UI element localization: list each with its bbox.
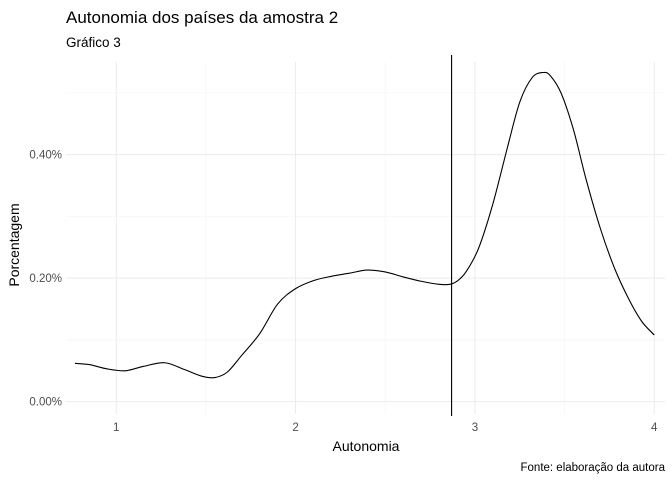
x-axis-title: Autonomia	[333, 438, 400, 454]
series-layer	[74, 71, 655, 379]
chart-caption: Fonte: elaboração da autora	[521, 462, 666, 474]
x-tick-label: 2	[292, 422, 298, 434]
x-tick-label: 3	[472, 422, 478, 434]
x-axis-ticks: 1 2 3 4	[113, 422, 658, 434]
grid-lines	[66, 62, 665, 414]
y-tick-label: 0.00%	[29, 397, 62, 409]
x-tick-label: 4	[651, 422, 658, 434]
y-tick-label: 0.40%	[29, 150, 62, 162]
x-tick-label: 1	[113, 422, 119, 434]
chart-title: Autonomia dos países da amostra 2	[66, 8, 338, 27]
chart-subtitle: Gráfico 3	[66, 35, 121, 50]
y-axis-title: Porcentagem	[6, 203, 22, 286]
y-tick-label: 0.20%	[29, 273, 62, 285]
y-axis-ticks: 0.00% 0.20% 0.40%	[29, 150, 62, 409]
density-curve	[74, 71, 655, 379]
